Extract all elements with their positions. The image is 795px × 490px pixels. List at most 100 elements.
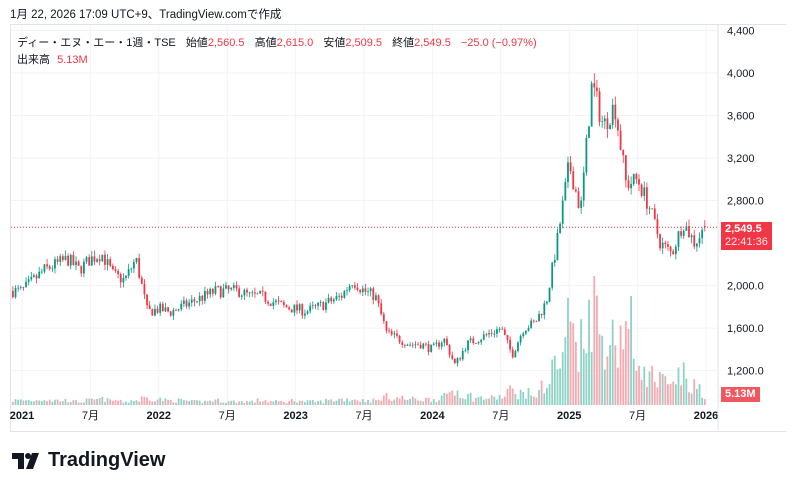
volume-bar — [593, 276, 596, 405]
candle-body — [474, 343, 477, 344]
volume-bar — [169, 399, 172, 405]
volume-bar — [577, 371, 580, 405]
volume-bar — [574, 341, 577, 405]
volume-bar — [311, 399, 314, 405]
candle-body — [353, 285, 356, 288]
candle-body — [56, 259, 59, 262]
candle-body — [211, 288, 214, 294]
volume-bar — [538, 390, 540, 405]
candle-body — [143, 283, 146, 295]
candle-body — [603, 118, 606, 122]
volume-bar — [217, 398, 219, 405]
candle-body — [703, 226, 706, 228]
candle-body — [443, 338, 446, 343]
candle-body — [380, 303, 383, 315]
volume-bar — [264, 400, 267, 405]
candle-body — [288, 307, 291, 310]
candle-body — [317, 302, 319, 306]
tradingview-logo[interactable]: TradingView — [12, 449, 165, 472]
volume-bar — [303, 402, 306, 405]
candle-body — [19, 286, 22, 288]
volume-bar — [411, 396, 414, 405]
candle-body — [35, 275, 38, 279]
volume-bar — [619, 325, 622, 405]
volume-bar — [351, 399, 354, 405]
candle-body — [588, 126, 590, 138]
volume-bar — [406, 400, 409, 405]
volume-bar — [61, 400, 64, 405]
candle-body — [469, 338, 472, 341]
volume-bar — [430, 401, 433, 405]
candle-body — [248, 292, 251, 294]
volume-bar — [259, 401, 262, 405]
candle-body — [580, 200, 583, 208]
candle-body — [156, 308, 159, 313]
volume-bar — [51, 401, 54, 405]
symbol-label[interactable]: ディー・エヌ・エー・1週・TSE — [17, 37, 176, 49]
candle-body — [204, 290, 206, 301]
volume-bar — [609, 345, 611, 405]
candle-body — [193, 299, 196, 302]
volume-bar — [285, 403, 288, 405]
candle-body — [77, 261, 80, 266]
candle-body — [127, 269, 130, 276]
candle-body — [477, 342, 480, 344]
candle-body — [672, 251, 675, 255]
candle-body — [177, 309, 180, 311]
volume-bar — [251, 400, 254, 405]
chart-caption: 1月 22, 2026 17:09 UTC+9、TradingView.comで… — [10, 9, 282, 21]
candle-body — [22, 286, 25, 288]
candle-body — [17, 287, 20, 289]
volume-bar — [648, 371, 651, 405]
volume-bar — [661, 373, 664, 405]
volume-bar — [501, 398, 504, 405]
volume-bar — [588, 299, 590, 405]
candle-body — [111, 265, 114, 270]
volume-bar — [201, 402, 204, 405]
candle-body — [132, 262, 135, 269]
volume-bar — [188, 401, 191, 405]
candle-body — [335, 296, 338, 300]
candle-body — [464, 350, 467, 352]
volume-bar — [669, 383, 672, 405]
volume-bar — [319, 400, 322, 405]
candle-body — [669, 246, 672, 252]
candle-body — [48, 266, 51, 269]
candle-body — [227, 285, 230, 290]
volume-bar — [409, 398, 412, 405]
price-chart[interactable]: 4,400 4,000 3,600 3,200 2,800.0 2,000.0 1,600.… — [0, 0, 795, 440]
volume-bar — [117, 400, 120, 405]
candle-body — [438, 342, 440, 347]
candle-body — [517, 342, 519, 352]
candle-body — [532, 320, 535, 322]
volume-bar — [540, 380, 543, 405]
candle-body — [106, 259, 109, 265]
volume-bar — [469, 392, 472, 405]
candle-body — [430, 344, 433, 352]
y-tick-label: 4,400 — [727, 25, 755, 37]
candle-body — [119, 274, 122, 283]
candle-body — [148, 305, 151, 310]
volume-bar — [143, 396, 146, 405]
volume-bar — [551, 359, 554, 405]
candle-body — [567, 162, 569, 182]
volume-bar — [456, 390, 459, 405]
volume-bar — [193, 399, 196, 405]
volume-bar — [403, 399, 406, 405]
volume-bar — [677, 367, 680, 405]
volume-bar — [503, 396, 506, 405]
volume-bar — [598, 334, 601, 405]
candle-body — [61, 256, 64, 260]
x-tick-label: 7月 — [82, 410, 99, 422]
candle-body — [222, 288, 225, 298]
x-tick-label: 2024 — [420, 410, 445, 422]
volume-bar — [277, 401, 280, 405]
candle-body — [151, 309, 154, 316]
volume-bar — [154, 401, 156, 405]
volume-bar — [301, 400, 304, 405]
candle-body — [667, 244, 669, 247]
candle-body — [243, 289, 246, 296]
volume-bar — [230, 400, 233, 405]
candle-body — [67, 255, 70, 266]
candle-body — [325, 302, 327, 310]
